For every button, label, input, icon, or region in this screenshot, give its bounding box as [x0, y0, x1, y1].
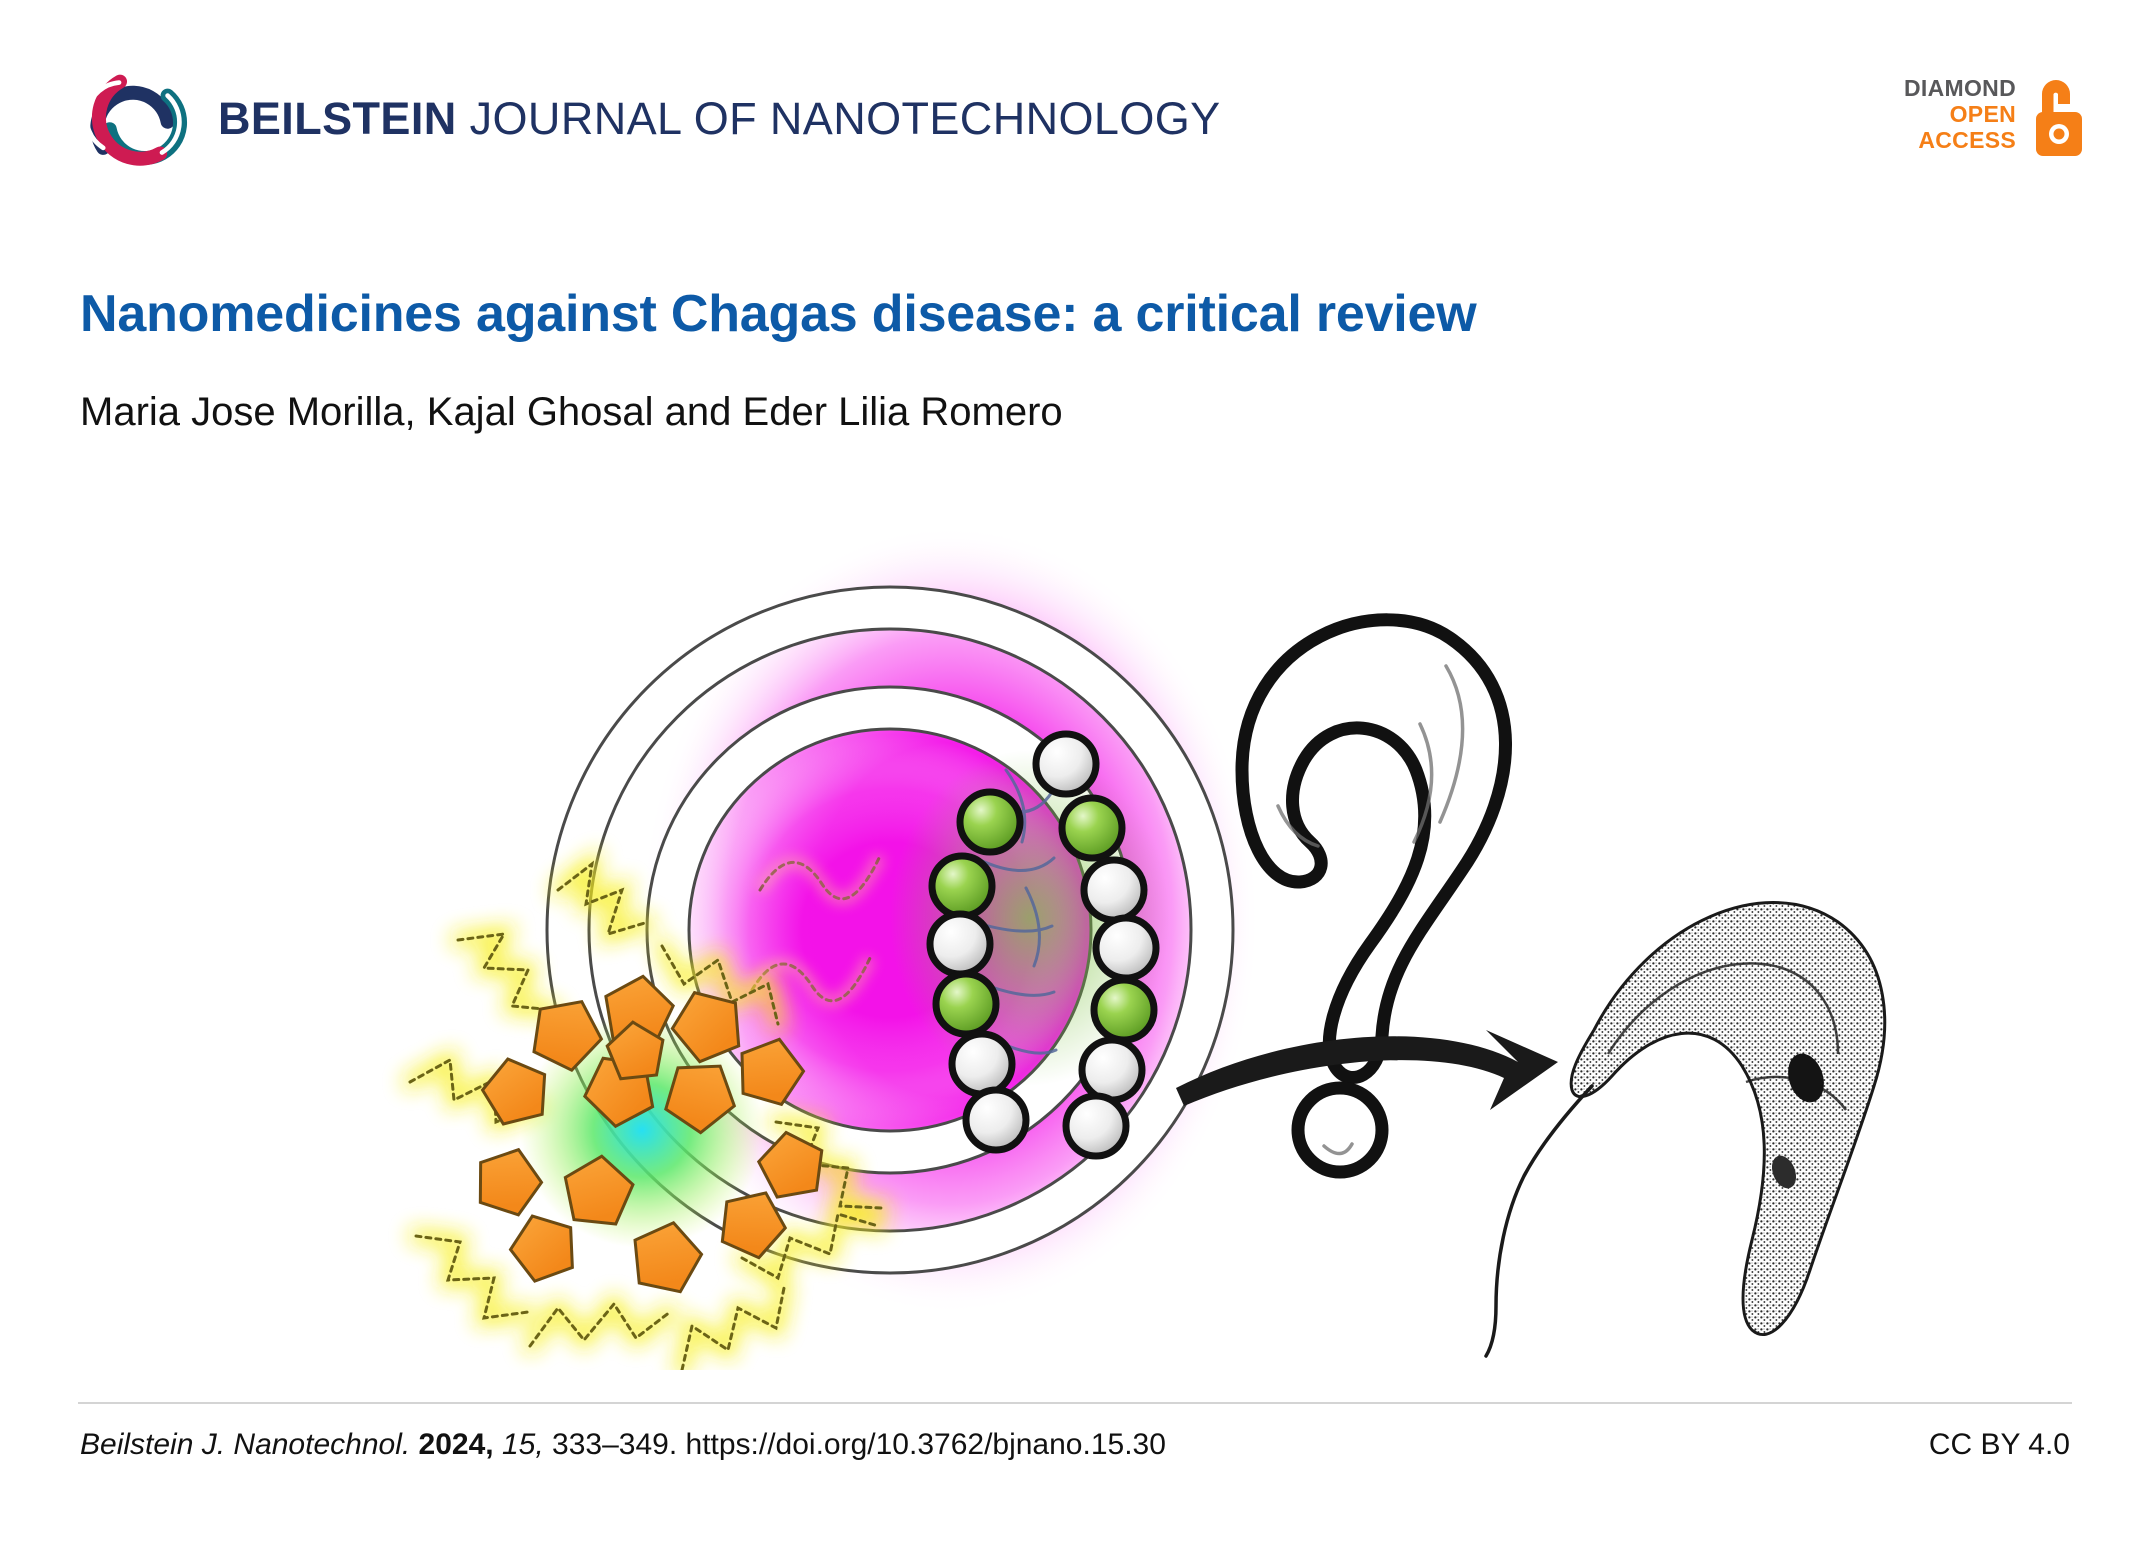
white-ligand-bead	[962, 1086, 1030, 1154]
citation-volume: 15,	[501, 1428, 544, 1461]
diamond-open-access-badge: DIAMOND OPEN ACCESS	[1904, 72, 2088, 156]
trypanosoma-cruzi-illustration	[1484, 901, 1887, 1358]
oa-label-open: OPEN	[1949, 100, 2016, 127]
citation-line: Beilstein J. Nanotechnol. 2024, 15, 333–…	[80, 1428, 1166, 1462]
white-ligand-bead	[1092, 914, 1160, 982]
open-access-text: DIAMOND OPEN ACCESS	[1904, 75, 2016, 154]
beilstein-spiral-logo-icon	[84, 74, 188, 166]
green-ligand-bead	[932, 970, 1000, 1038]
concentric-membrane-rings	[545, 585, 1235, 1275]
author-list: Maria Jose Morilla, Kajal Ghosal and Ede…	[80, 390, 1063, 434]
white-ligand-bead	[926, 910, 994, 978]
license-label: CC BY 4.0	[1928, 1428, 2070, 1461]
orange-pentagon-cluster-nanoparticle	[478, 974, 824, 1294]
wordmark-beilstein: BEILSTEIN	[218, 92, 457, 144]
green-ligand-bead	[1058, 794, 1126, 862]
masthead: BEILSTEIN JOURNAL OF NANOTECHNOLOGY	[78, 62, 1221, 174]
white-ligand-bead	[1080, 856, 1148, 924]
white-ligand-bead	[1062, 1092, 1130, 1160]
oa-label-access: ACCESS	[1918, 127, 2016, 154]
white-ligand-bead	[1078, 1036, 1146, 1104]
citation-pages: 333–349.	[552, 1428, 678, 1461]
journal-wordmark: BEILSTEIN JOURNAL OF NANOTECHNOLOGY	[218, 96, 1221, 141]
ligand-bead-inner-arc	[926, 788, 1030, 1154]
oa-label-diamond: DIAMOND	[1904, 74, 2016, 101]
page-title: Nanomedicines against Chagas disease: a …	[80, 285, 1477, 343]
footer-divider	[78, 1402, 2072, 1404]
graphical-abstract	[290, 470, 1890, 1370]
green-ligand-bead	[956, 788, 1024, 856]
curved-arrow-icon	[1176, 1030, 1558, 1110]
wordmark-journal-of-nanotechnology: JOURNAL OF NANOTECHNOLOGY	[469, 92, 1221, 144]
white-ligand-bead	[948, 1030, 1016, 1098]
green-ligand-bead	[928, 852, 996, 920]
citation-year: 2024,	[418, 1428, 494, 1461]
citation-journal: Beilstein J. Nanotechnol.	[80, 1428, 411, 1461]
green-ligand-bead	[1090, 976, 1158, 1044]
open-lock-icon	[2036, 80, 2082, 156]
ligand-bead-outer-arc	[1032, 730, 1160, 1160]
citation-doi-link[interactable]: https://doi.org/10.3762/bjnano.15.30	[685, 1428, 1166, 1461]
question-mark-dot	[1291, 1081, 1389, 1179]
white-ligand-bead	[1032, 730, 1100, 798]
question-mark-icon	[1235, 613, 1512, 1179]
graphical-abstract-svg	[403, 525, 1887, 1370]
